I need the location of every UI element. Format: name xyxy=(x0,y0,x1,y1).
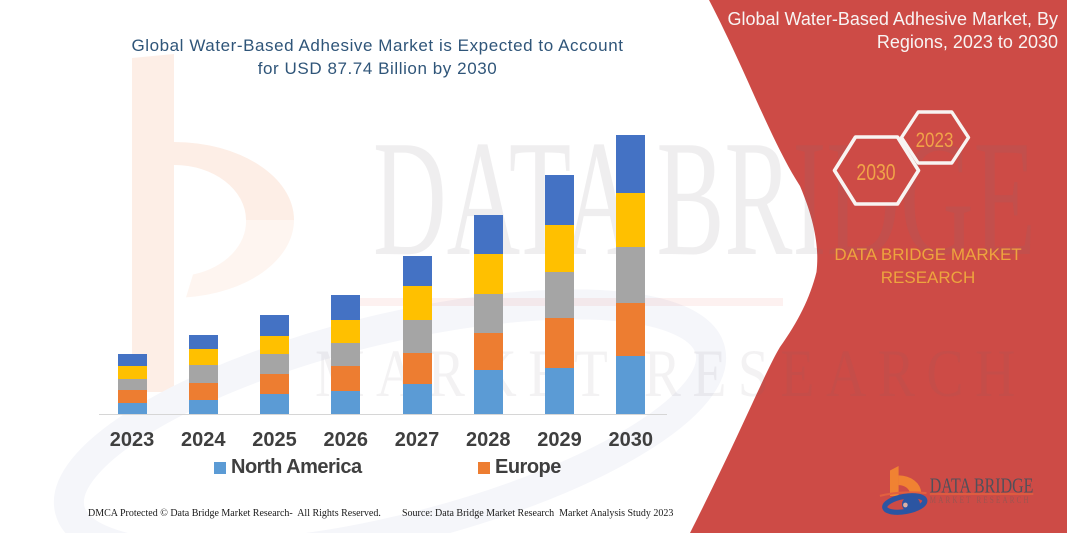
svg-text:MARKET RESEARCH: MARKET RESEARCH xyxy=(930,496,1031,506)
